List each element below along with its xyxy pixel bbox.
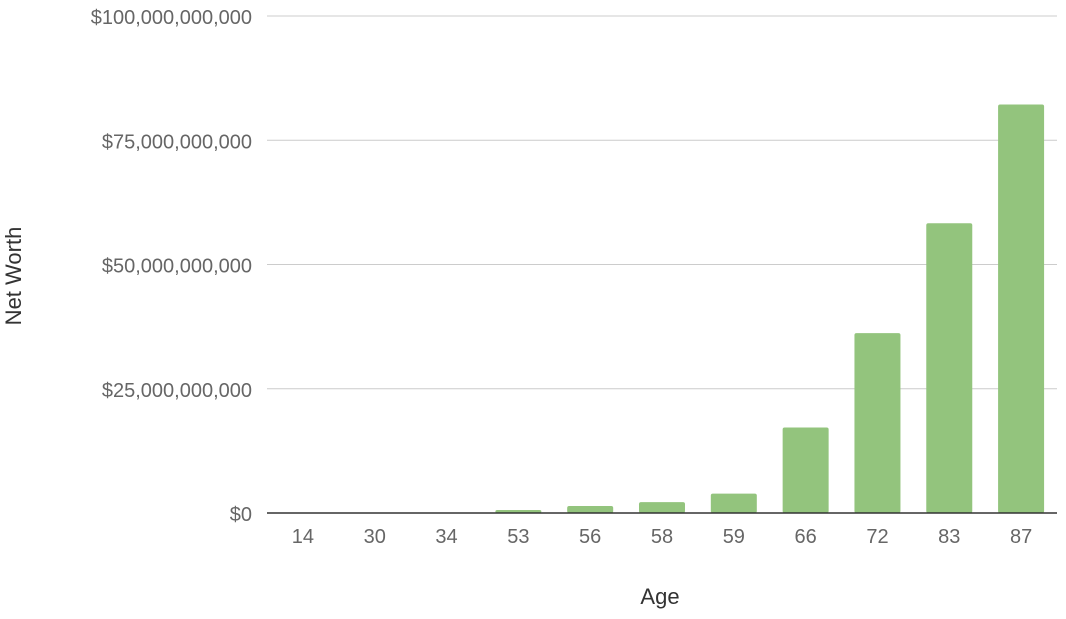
bar-age-83 xyxy=(926,223,973,513)
bar-age-59 xyxy=(710,493,757,513)
x-tick-label: 58 xyxy=(651,526,673,548)
y-tick-label: $50,000,000,000 xyxy=(102,256,252,278)
x-tick-label: 66 xyxy=(795,526,817,548)
x-axis-title: Age xyxy=(640,584,679,609)
bar-age-66 xyxy=(782,427,829,513)
y-tick-label: $100,000,000,000 xyxy=(91,7,252,29)
grid-layer xyxy=(267,15,1057,390)
y-axis-title: Net Worth xyxy=(1,227,26,326)
x-tick-label: 56 xyxy=(579,526,601,548)
x-tick-label: 59 xyxy=(723,526,745,548)
x-tick-label: 87 xyxy=(1010,526,1032,548)
x-tick-labels: 14 30 34 53 56 58 59 66 72 83 87 xyxy=(292,526,1032,548)
bar-age-87 xyxy=(998,104,1045,513)
bars-layer xyxy=(495,104,1045,513)
x-tick-label: 34 xyxy=(435,526,457,548)
bar-age-58 xyxy=(639,502,685,513)
y-tick-label: $75,000,000,000 xyxy=(102,131,252,153)
x-tick-label: 53 xyxy=(507,526,529,548)
x-tick-label: 30 xyxy=(364,526,386,548)
x-tick-label: 72 xyxy=(866,526,888,548)
bar-age-56 xyxy=(567,506,614,513)
x-tick-label: 14 xyxy=(292,526,314,548)
bar-age-72 xyxy=(854,333,901,513)
y-tick-labels: $0 $25,000,000,000 $50,000,000,000 $75,000,… xyxy=(91,7,252,526)
x-tick-label: 83 xyxy=(938,526,960,548)
y-tick-label: $25,000,000,000 xyxy=(102,380,252,402)
y-tick-label: $0 xyxy=(230,504,252,526)
